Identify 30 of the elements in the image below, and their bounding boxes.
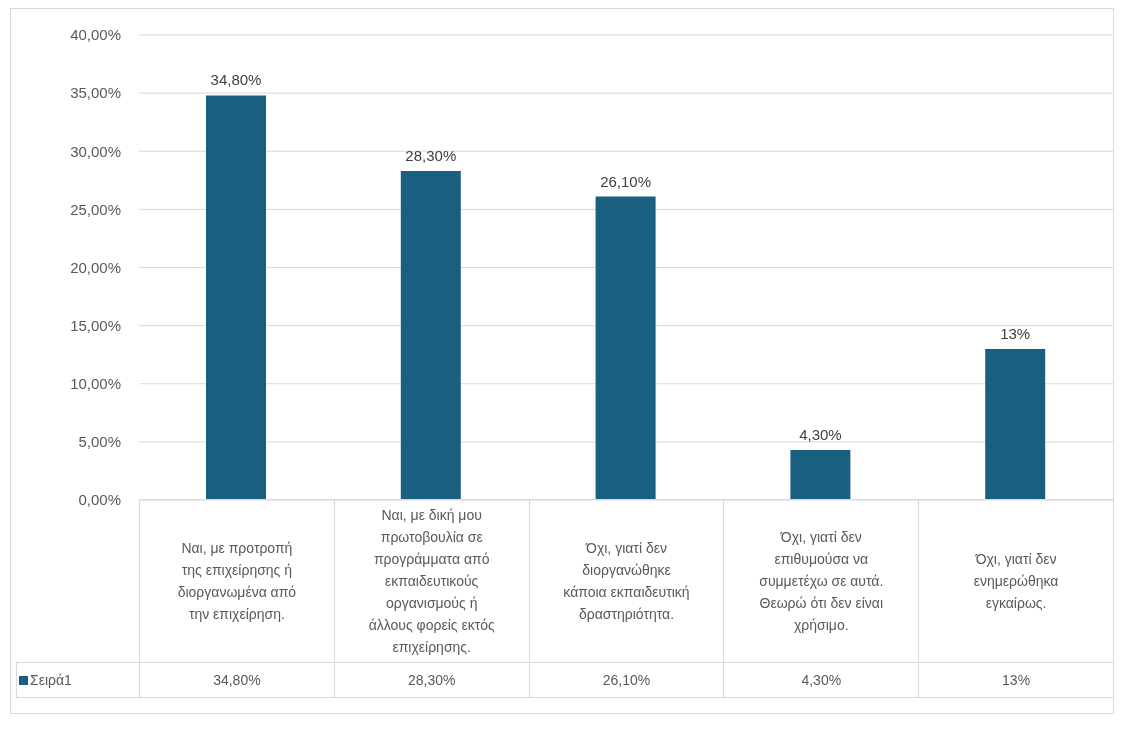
x-tick-label: Όχι, γιατί δεν διοργανώθηκε κάποια εκπαιδευτική δραστηριότητα. xyxy=(529,499,724,663)
data-label: 26,10% xyxy=(529,662,724,698)
y-tick-label: 15,00% xyxy=(70,316,121,334)
text: 28,30% xyxy=(405,147,457,165)
legend-label: Σειρά1 xyxy=(30,672,72,689)
data-label: 4,30% xyxy=(723,662,919,698)
y-tick-label: 40,00% xyxy=(70,26,121,44)
bar xyxy=(206,95,266,500)
y-tick-label: 20,00% xyxy=(70,258,121,276)
y-tick-label: 0,00% xyxy=(78,491,121,509)
y-tick-label: 5,00% xyxy=(78,433,121,451)
data-label: 34,80% xyxy=(139,662,335,698)
text: 26,10% xyxy=(600,172,652,190)
x-tick-label: Όχι, γιατί δεν ενημερώθηκα εγκαίρως. xyxy=(918,499,1114,663)
text: 13% xyxy=(1000,324,1031,342)
x-tick-label: Ναι, με προτροπή της επιχείρησης ή διοργανωμένα από την επιχείρηση. xyxy=(139,499,335,663)
y-tick-label: 35,00% xyxy=(70,84,121,102)
text: 34,80% xyxy=(210,71,262,89)
text: 4,30% xyxy=(799,426,842,444)
bar xyxy=(400,171,461,500)
x-tick-label: Όχι, γιατί δεν επιθυμούσα να συμμετέχω σε αυτά. Θεωρώ ότι δεν είναι χρήσιμο. xyxy=(723,499,919,663)
x-tick-label: Ναι, με δική μου πρωτοβουλία σε προγράμματα από εκπαιδευτικούς οργανισμούς ή άλλους φορείς εκτός επιχείρησης. xyxy=(334,499,530,663)
y-tick-label: 30,00% xyxy=(70,142,121,160)
bar xyxy=(985,348,1046,500)
y-tick-label: 10,00% xyxy=(70,375,121,393)
y-tick-label: 25,00% xyxy=(70,200,121,218)
bar xyxy=(595,196,656,500)
data-label: 13% xyxy=(918,662,1114,698)
bar xyxy=(790,450,851,500)
data-label: 28,30% xyxy=(334,662,530,698)
